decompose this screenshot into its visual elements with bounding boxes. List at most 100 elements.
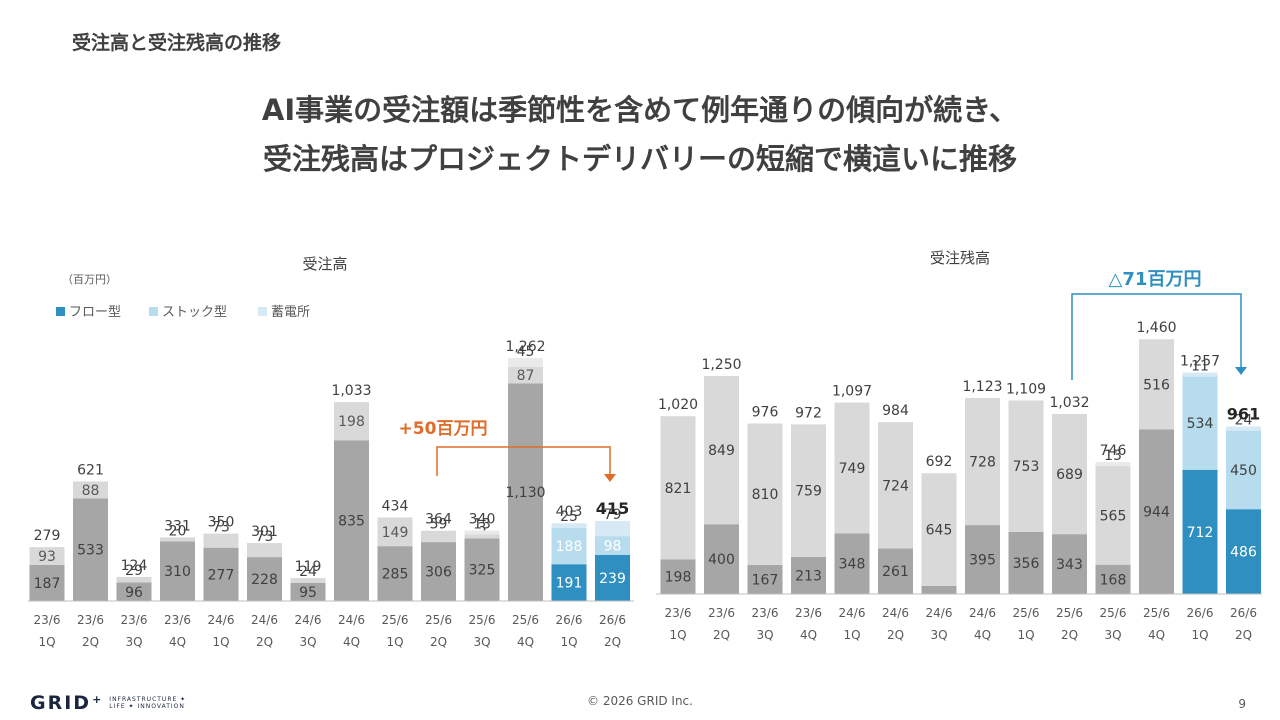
- data-label: 1,130: [505, 485, 545, 501]
- bar-segment: [247, 557, 282, 601]
- bar-segment: [421, 530, 456, 543]
- x-tick-label: 25/6: [1056, 606, 1083, 620]
- bar-segment: [1182, 469, 1218, 594]
- bar-segment: [595, 536, 630, 555]
- legend-flow-swatch: [56, 307, 65, 316]
- page-number: 9: [1238, 697, 1246, 711]
- x-tick-label: 23/6: [77, 613, 104, 627]
- total-label: 1,250: [701, 357, 741, 373]
- bar-segment: [508, 358, 543, 367]
- total-label: 279: [34, 528, 61, 544]
- data-label: 13: [1104, 448, 1122, 464]
- grid-logo: GRID + INFRASTRUCTURE ✦ LIFE ✦ INNOVATIO…: [30, 692, 186, 714]
- x-tick-label: 2Q: [604, 635, 621, 649]
- data-label: 261: [882, 564, 909, 580]
- orders-chart-title: 受注高: [302, 255, 347, 273]
- total-label: 1,262: [505, 339, 545, 355]
- total-label: 340: [469, 511, 496, 527]
- backlog-chart-title: 受注残高: [930, 249, 990, 267]
- orders-unit-label: （百万円）: [62, 273, 117, 286]
- x-tick-label: 26/6: [1187, 606, 1214, 620]
- bar-segment: [1182, 372, 1218, 377]
- x-tick-label: 1Q: [560, 635, 577, 649]
- legend-storage-swatch: [258, 307, 267, 316]
- x-tick-label: 4Q: [974, 628, 991, 642]
- data-label: 325: [469, 563, 496, 579]
- total-label: 364: [425, 512, 452, 528]
- copyright: © 2026 GRID Inc.: [587, 694, 693, 708]
- logo-word: GRID: [30, 692, 92, 714]
- data-label: 45: [517, 344, 535, 360]
- x-tick-label: 25/6: [512, 613, 539, 627]
- x-tick-label: 24/6: [251, 613, 278, 627]
- data-label: 95: [299, 585, 317, 601]
- bar-segment: [595, 554, 630, 601]
- data-label: 849: [708, 443, 735, 459]
- data-label: 213: [795, 568, 822, 584]
- data-label: 96: [125, 585, 143, 601]
- bar-segment: [595, 520, 630, 537]
- x-tick-label: 4Q: [517, 635, 534, 649]
- total-label: 403: [556, 504, 583, 520]
- bar-segment: [791, 424, 826, 557]
- bar-segment: [1226, 426, 1261, 431]
- data-label: 450: [1230, 463, 1257, 479]
- bar-segment: [464, 534, 500, 539]
- bar-segment: [1008, 400, 1044, 532]
- total-label: 1,123: [962, 379, 1002, 395]
- bar-segment: [377, 517, 413, 547]
- total-label: 984: [882, 403, 909, 419]
- bar-segment: [29, 565, 65, 601]
- x-tick-label: 2Q: [82, 635, 99, 649]
- data-label: 810: [752, 487, 779, 503]
- total-label: 1,257: [1180, 354, 1220, 370]
- bar-segment: [551, 528, 587, 565]
- backlog-annotation-arrowhead: [1235, 367, 1247, 375]
- bar-segment: [921, 585, 957, 594]
- data-label: 356: [1013, 556, 1040, 572]
- bar-segment: [1052, 413, 1087, 535]
- bar-segment: [290, 578, 326, 583]
- x-tick-label: 25/6: [1143, 606, 1170, 620]
- bar-segment: [747, 423, 783, 565]
- bar-segment: [1226, 509, 1261, 594]
- orders-annotation: +50百万円: [399, 419, 616, 482]
- total-label: 972: [795, 405, 822, 421]
- data-label: 198: [665, 570, 692, 586]
- orders-annotation-bracket: [436, 446, 611, 476]
- backlog-annotation-bracket: [1071, 293, 1242, 380]
- total-label: 1,097: [832, 384, 872, 400]
- bar-segment: [921, 473, 957, 586]
- bar-segment: [29, 547, 65, 566]
- bar-segment: [247, 543, 282, 558]
- bar-segment: [334, 402, 369, 441]
- x-tick-label: 1Q: [386, 635, 403, 649]
- bar-segment: [203, 547, 239, 601]
- x-tick-label: 25/6: [1013, 606, 1040, 620]
- data-label: 306: [425, 565, 452, 581]
- bar-segment: [704, 524, 739, 594]
- data-label: 3: [478, 520, 487, 536]
- legend-storage-label: 蓄電所: [271, 305, 310, 320]
- data-label: 13: [473, 516, 491, 532]
- data-label: 149: [382, 525, 409, 541]
- x-tick-label: 23/6: [164, 613, 191, 627]
- data-label: 191: [556, 576, 583, 592]
- logo-tagline: INFRASTRUCTURE ✦ LIFE ✦ INNOVATION: [109, 696, 186, 710]
- data-label: 24: [1235, 412, 1253, 428]
- data-label: 395: [969, 553, 996, 569]
- total-label: 1,033: [331, 383, 371, 399]
- bar-segment: [791, 556, 826, 594]
- bar-segment: [1139, 429, 1174, 594]
- headline-line-1: AI事業の受注額は季節性を含めて例年通りの傾向が続き、: [261, 93, 1019, 127]
- x-tick-label: 1Q: [1017, 628, 1034, 642]
- bar-segment: [660, 416, 696, 560]
- x-tick-label: 2Q: [887, 628, 904, 642]
- data-label: 277: [208, 567, 235, 583]
- bar-segment: [1008, 531, 1044, 594]
- backlog-annotation-label: △71百万円: [1109, 269, 1202, 290]
- legend-stock-swatch: [149, 307, 158, 316]
- x-tick-label: 23/6: [665, 606, 692, 620]
- legend-stock-label: ストック型: [162, 305, 227, 320]
- data-label: 821: [665, 481, 692, 497]
